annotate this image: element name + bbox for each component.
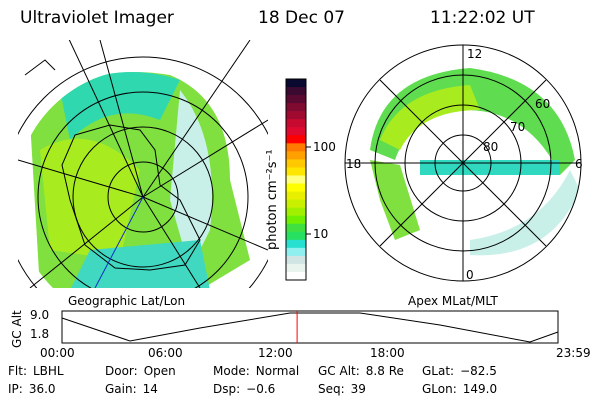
colorbar-swatch <box>286 231 306 241</box>
status-label: IP: <box>8 382 23 396</box>
colorbar-swatch <box>286 127 306 136</box>
left-map-label: Geographic Lat/Lon <box>68 294 186 308</box>
status-label: GLat: <box>422 364 455 378</box>
colorbar-swatch <box>286 175 306 185</box>
status-value: Open <box>143 364 176 378</box>
status-value: Normal <box>255 364 300 378</box>
colorbar-swatch <box>286 87 306 96</box>
status-label: Mode: <box>213 364 250 378</box>
xtick-end: 23:59 <box>556 346 591 360</box>
colorbar-swatch <box>286 111 306 120</box>
colorbar-swatch <box>286 135 306 144</box>
status-value: −82.5 <box>460 364 497 378</box>
colorbar-unit: photon cm⁻²s⁻¹ <box>265 149 280 250</box>
colorbar-swatch <box>286 143 306 152</box>
status-label: Flt: <box>8 364 27 378</box>
colorbar-swatch <box>286 151 306 160</box>
status-field: GLat: −82.5 <box>422 364 497 378</box>
ytick-1.8: 1.8 <box>30 327 50 341</box>
colorbar-swatch <box>286 95 306 104</box>
status-value: 8.8 Re <box>365 364 404 378</box>
xtick-0: 00:00 <box>40 346 75 360</box>
colorbar-swatch <box>286 263 306 273</box>
colorbar <box>286 79 306 281</box>
colorbar-swatch <box>286 215 306 225</box>
lat-70: 70 <box>510 120 526 134</box>
colorbar-swatch <box>286 159 306 168</box>
status-value: −0.6 <box>246 382 276 396</box>
mlt-18: 18 <box>346 157 362 171</box>
colorbar-swatch <box>286 103 306 112</box>
xtick-18: 18:00 <box>370 346 405 360</box>
status-label: GC Alt: <box>318 364 360 378</box>
colorbar-tick-10: 10 <box>313 227 329 241</box>
right-map-label: Apex MLat/MLT <box>408 294 498 308</box>
colorbar-swatch <box>286 247 306 257</box>
status-label: Dsp: <box>213 382 241 396</box>
colorbar-swatch <box>286 167 306 176</box>
colorbar-swatch <box>286 199 306 209</box>
colorbar-swatch <box>286 255 306 265</box>
colorbar-swatch <box>286 223 306 233</box>
colorbar-swatch <box>286 207 306 217</box>
status-label: Door: <box>105 364 138 378</box>
colorbar-swatch <box>286 119 306 128</box>
colorbar-swatch <box>286 271 306 281</box>
status-field: GC Alt: 8.8 Re <box>318 364 404 378</box>
status-field: Gain: 14 <box>105 382 158 396</box>
status-label: GLon: <box>422 382 457 396</box>
status-field: Door: Open <box>105 364 176 378</box>
lat-60: 60 <box>535 97 551 111</box>
ytick-9: 9.0 <box>30 308 50 322</box>
mlt-0: 0 <box>466 268 474 282</box>
status-value: 39 <box>350 382 366 396</box>
altitude-ylabel: GC Alt <box>10 310 24 348</box>
status-value: 36.0 <box>28 382 56 396</box>
status-value: 14 <box>142 382 158 396</box>
status-field: IP: 36.0 <box>8 382 56 396</box>
date-label: 18 Dec 07 <box>258 8 345 28</box>
apex-grid <box>344 44 582 282</box>
apex-image <box>370 68 580 256</box>
status-field: Flt: LBHL <box>8 364 64 378</box>
instrument-title: Ultraviolet Imager <box>20 8 174 28</box>
colorbar-tick-100: 100 <box>313 140 336 154</box>
colorbar-swatch <box>286 183 306 193</box>
xtick-6: 06:00 <box>148 346 183 360</box>
altitude-plot-frame <box>61 310 559 344</box>
status-field: GLon: 149.0 <box>422 382 497 396</box>
altitude-curve <box>61 312 559 343</box>
status-field: Mode: Normal <box>213 364 299 378</box>
mlt-12: 12 <box>467 47 483 61</box>
status-label: Gain: <box>105 382 137 396</box>
colorbar-swatch <box>286 239 306 249</box>
status-value: 149.0 <box>462 382 498 396</box>
colorbar-swatch <box>286 191 306 201</box>
mlt-6: 6 <box>575 157 583 171</box>
status-field: Seq: 39 <box>318 382 366 396</box>
time-label: 11:22:02 UT <box>430 8 535 28</box>
status-label: Seq: <box>318 382 345 396</box>
xtick-12: 12:00 <box>258 346 293 360</box>
geographic-image <box>18 40 268 288</box>
colorbar-swatch <box>286 79 306 88</box>
lat-80: 80 <box>483 140 499 154</box>
status-value: LBHL <box>32 364 64 378</box>
status-field: Dsp: −0.6 <box>213 382 275 396</box>
